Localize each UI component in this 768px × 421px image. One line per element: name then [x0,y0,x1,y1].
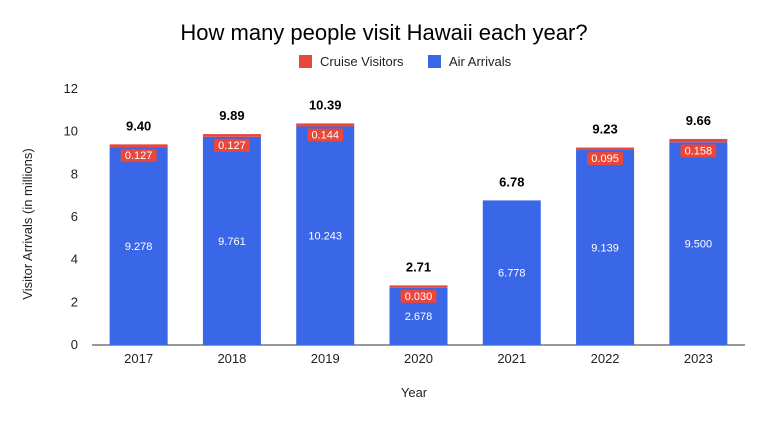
y-tick-label: 8 [71,166,78,181]
y-axis-ticks: 0 2 4 6 8 10 12 [64,81,78,352]
bar-air [669,142,728,345]
chart-title: How many people visit Hawaii each year? [180,20,587,45]
legend-label-air: Air Arrivals [449,54,512,69]
cruise-value-label: 0.127 [125,150,153,162]
total-value-label: 9.66 [686,113,711,128]
x-tick-label: 2019 [311,351,340,366]
bar-cruise [109,144,168,148]
bar-air [109,147,168,345]
air-value-label: 9.139 [591,243,619,255]
x-tick-label: 2022 [591,351,620,366]
x-tick-label: 2018 [217,351,246,366]
total-value-label: 9.40 [126,118,151,133]
air-value-label: 6.778 [498,268,526,280]
total-value-label: 2.71 [406,259,431,274]
bar-air [296,126,355,345]
y-tick-label: 6 [71,209,78,224]
air-value-label: 9.278 [125,241,153,253]
air-value-label: 2.678 [405,311,433,323]
y-axis-label: Visitor Arrivals (in millions) [20,148,35,299]
y-tick-label: 12 [64,81,78,96]
cruise-label-box [213,138,250,152]
bars: 9.278 0.127 9.40 9.761 0.127 9.89 10.243 0.144 1… [109,97,728,345]
bar-cruise [389,285,448,288]
cruise-label-box [400,289,437,303]
cruise-label-box [587,152,624,166]
x-tick-label: 2023 [684,351,713,366]
air-value-label: 9.500 [685,239,713,251]
cruise-value-label: 0.030 [405,291,433,303]
cruise-value-label: 0.144 [311,129,339,141]
y-tick-label: 2 [71,294,78,309]
air-value-label: 9.761 [218,236,246,248]
total-value-label: 6.78 [499,174,524,189]
total-value-label: 9.23 [592,122,617,137]
bar-air [576,150,635,345]
bar-cruise [296,123,355,127]
bar-cruise [202,134,261,137]
legend-label-cruise: Cruise Visitors [320,54,404,69]
bar-air [202,136,261,345]
cruise-value-label: 0.127 [218,140,246,152]
total-value-label: 10.39 [309,97,342,112]
x-tick-label: 2017 [124,351,153,366]
bar-cruise [576,147,635,151]
x-axis-label: Year [401,385,428,400]
x-axis-ticks: 2017 2018 2019 2020 2021 2022 2023 [124,351,713,366]
legend: Cruise Visitors Air Arrivals [299,54,512,69]
x-tick-label: 2021 [497,351,526,366]
legend-swatch-air [428,55,441,68]
bar-air [482,200,541,345]
cruise-label-box [680,144,717,158]
cruise-label-box [120,149,157,163]
cruise-label-box [307,128,344,142]
air-value-label: 10.243 [308,231,342,243]
x-tick-label: 2020 [404,351,433,366]
y-tick-label: 10 [64,124,78,139]
legend-swatch-cruise [299,55,312,68]
cruise-value-label: 0.095 [591,153,619,165]
y-tick-label: 4 [71,252,78,267]
total-value-label: 9.89 [219,108,244,123]
bar-cruise [669,138,728,143]
cruise-value-label: 0.158 [685,145,713,157]
y-tick-label: 0 [71,337,78,352]
